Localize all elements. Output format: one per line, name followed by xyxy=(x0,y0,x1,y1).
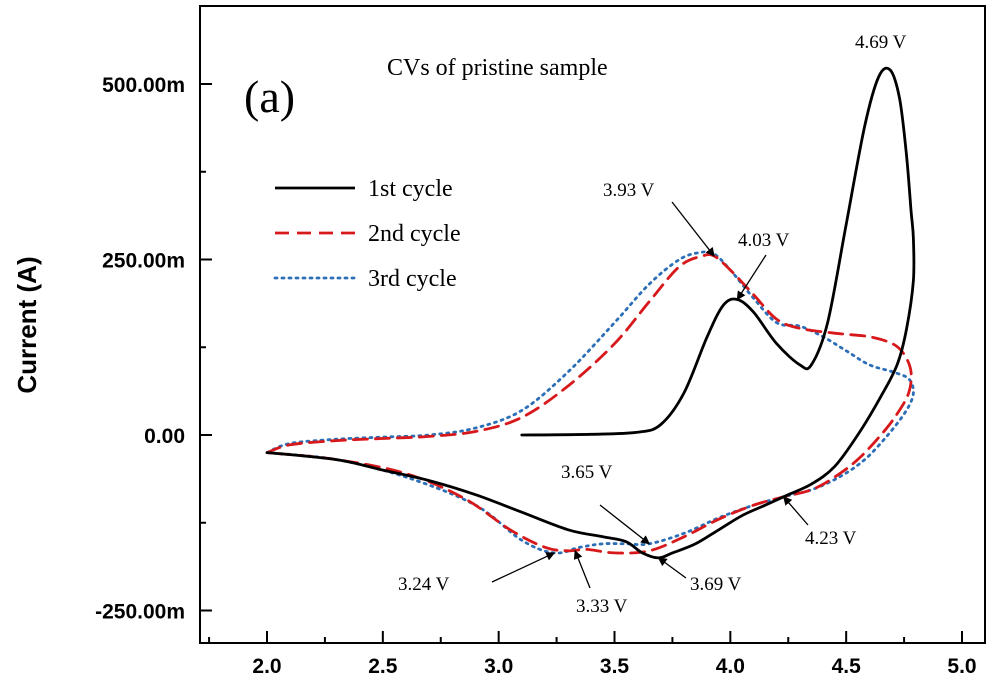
annotation-369-label: 3.69 V xyxy=(690,574,742,595)
annotation-469-label: 4.69 V xyxy=(855,32,907,53)
series-3rd-cycle xyxy=(265,250,915,555)
x-tick-label: 4.5 xyxy=(832,655,862,678)
y-axis-title: Current (A) xyxy=(12,256,42,393)
annotation-423: 4.23 V xyxy=(782,496,857,549)
annotation-403: 4.03 V xyxy=(736,230,790,301)
y-tick-label: 0.00 xyxy=(144,425,185,448)
x-tick-label: 2.0 xyxy=(252,655,281,678)
axis-ticks xyxy=(200,83,963,643)
annotation-365: 3.65 V xyxy=(561,462,651,545)
axis-tick-labels: 2.0 2.5 3.0 3.5 4.0 4.5 5.0 500.00m 250.00m 0.00 -… xyxy=(95,74,977,678)
series-layer xyxy=(265,66,916,560)
legend: 1st cycle 2nd cycle 3rd cycle xyxy=(273,176,461,292)
chart-title: CVs of pristine sample xyxy=(387,55,608,81)
x-tick-label: 5.0 xyxy=(947,655,976,678)
annotation-324-arrow xyxy=(491,552,556,583)
annotation-393: 3.93 V xyxy=(603,180,715,257)
annotation-393-label: 3.93 V xyxy=(603,180,655,201)
series-2nd-cycle xyxy=(265,253,913,555)
legend-label-2nd-cycle: 2nd cycle xyxy=(368,221,461,247)
annotation-393-arrow xyxy=(671,201,715,257)
annotation-403-label: 4.03 V xyxy=(738,230,790,251)
annotation-369: 3.69 V xyxy=(657,557,742,595)
annotation-layer: 4.69 V 3.93 V 4.03 V 3.65 V 4.23 V 3.24 V 3.33… xyxy=(398,32,907,617)
annotation-365-arrow xyxy=(599,504,651,545)
legend-label-3rd-cycle: 3rd cycle xyxy=(368,266,457,292)
annotation-333: 3.33 V xyxy=(573,549,628,617)
annotation-333-arrow xyxy=(573,549,591,589)
y-tick-label: 250.00m xyxy=(102,250,185,273)
y-tick-label: -250.00m xyxy=(95,601,185,624)
legend-label-1st-cycle: 1st cycle xyxy=(368,176,453,202)
x-tick-label: 3.0 xyxy=(484,655,513,678)
annotation-423-label: 4.23 V xyxy=(805,528,857,549)
annotation-324: 3.24 V xyxy=(398,552,556,595)
annotation-365-label: 3.65 V xyxy=(561,462,613,483)
plot-frame xyxy=(199,5,986,644)
series-1st-cycle xyxy=(265,66,916,560)
annotation-333-label: 3.33 V xyxy=(576,596,628,617)
x-tick-label: 2.5 xyxy=(368,655,398,678)
y-tick-label: 500.00m xyxy=(102,74,185,97)
annotation-324-label: 3.24 V xyxy=(398,574,450,595)
annotation-423-arrow xyxy=(782,496,809,526)
x-tick-label: 3.5 xyxy=(600,655,630,678)
x-tick-label: 4.0 xyxy=(716,655,745,678)
panel-label: (a) xyxy=(244,71,295,122)
annotation-469: 4.69 V xyxy=(855,32,907,53)
annotation-369-arrow xyxy=(657,557,687,579)
annotation-403-arrow xyxy=(736,254,767,301)
